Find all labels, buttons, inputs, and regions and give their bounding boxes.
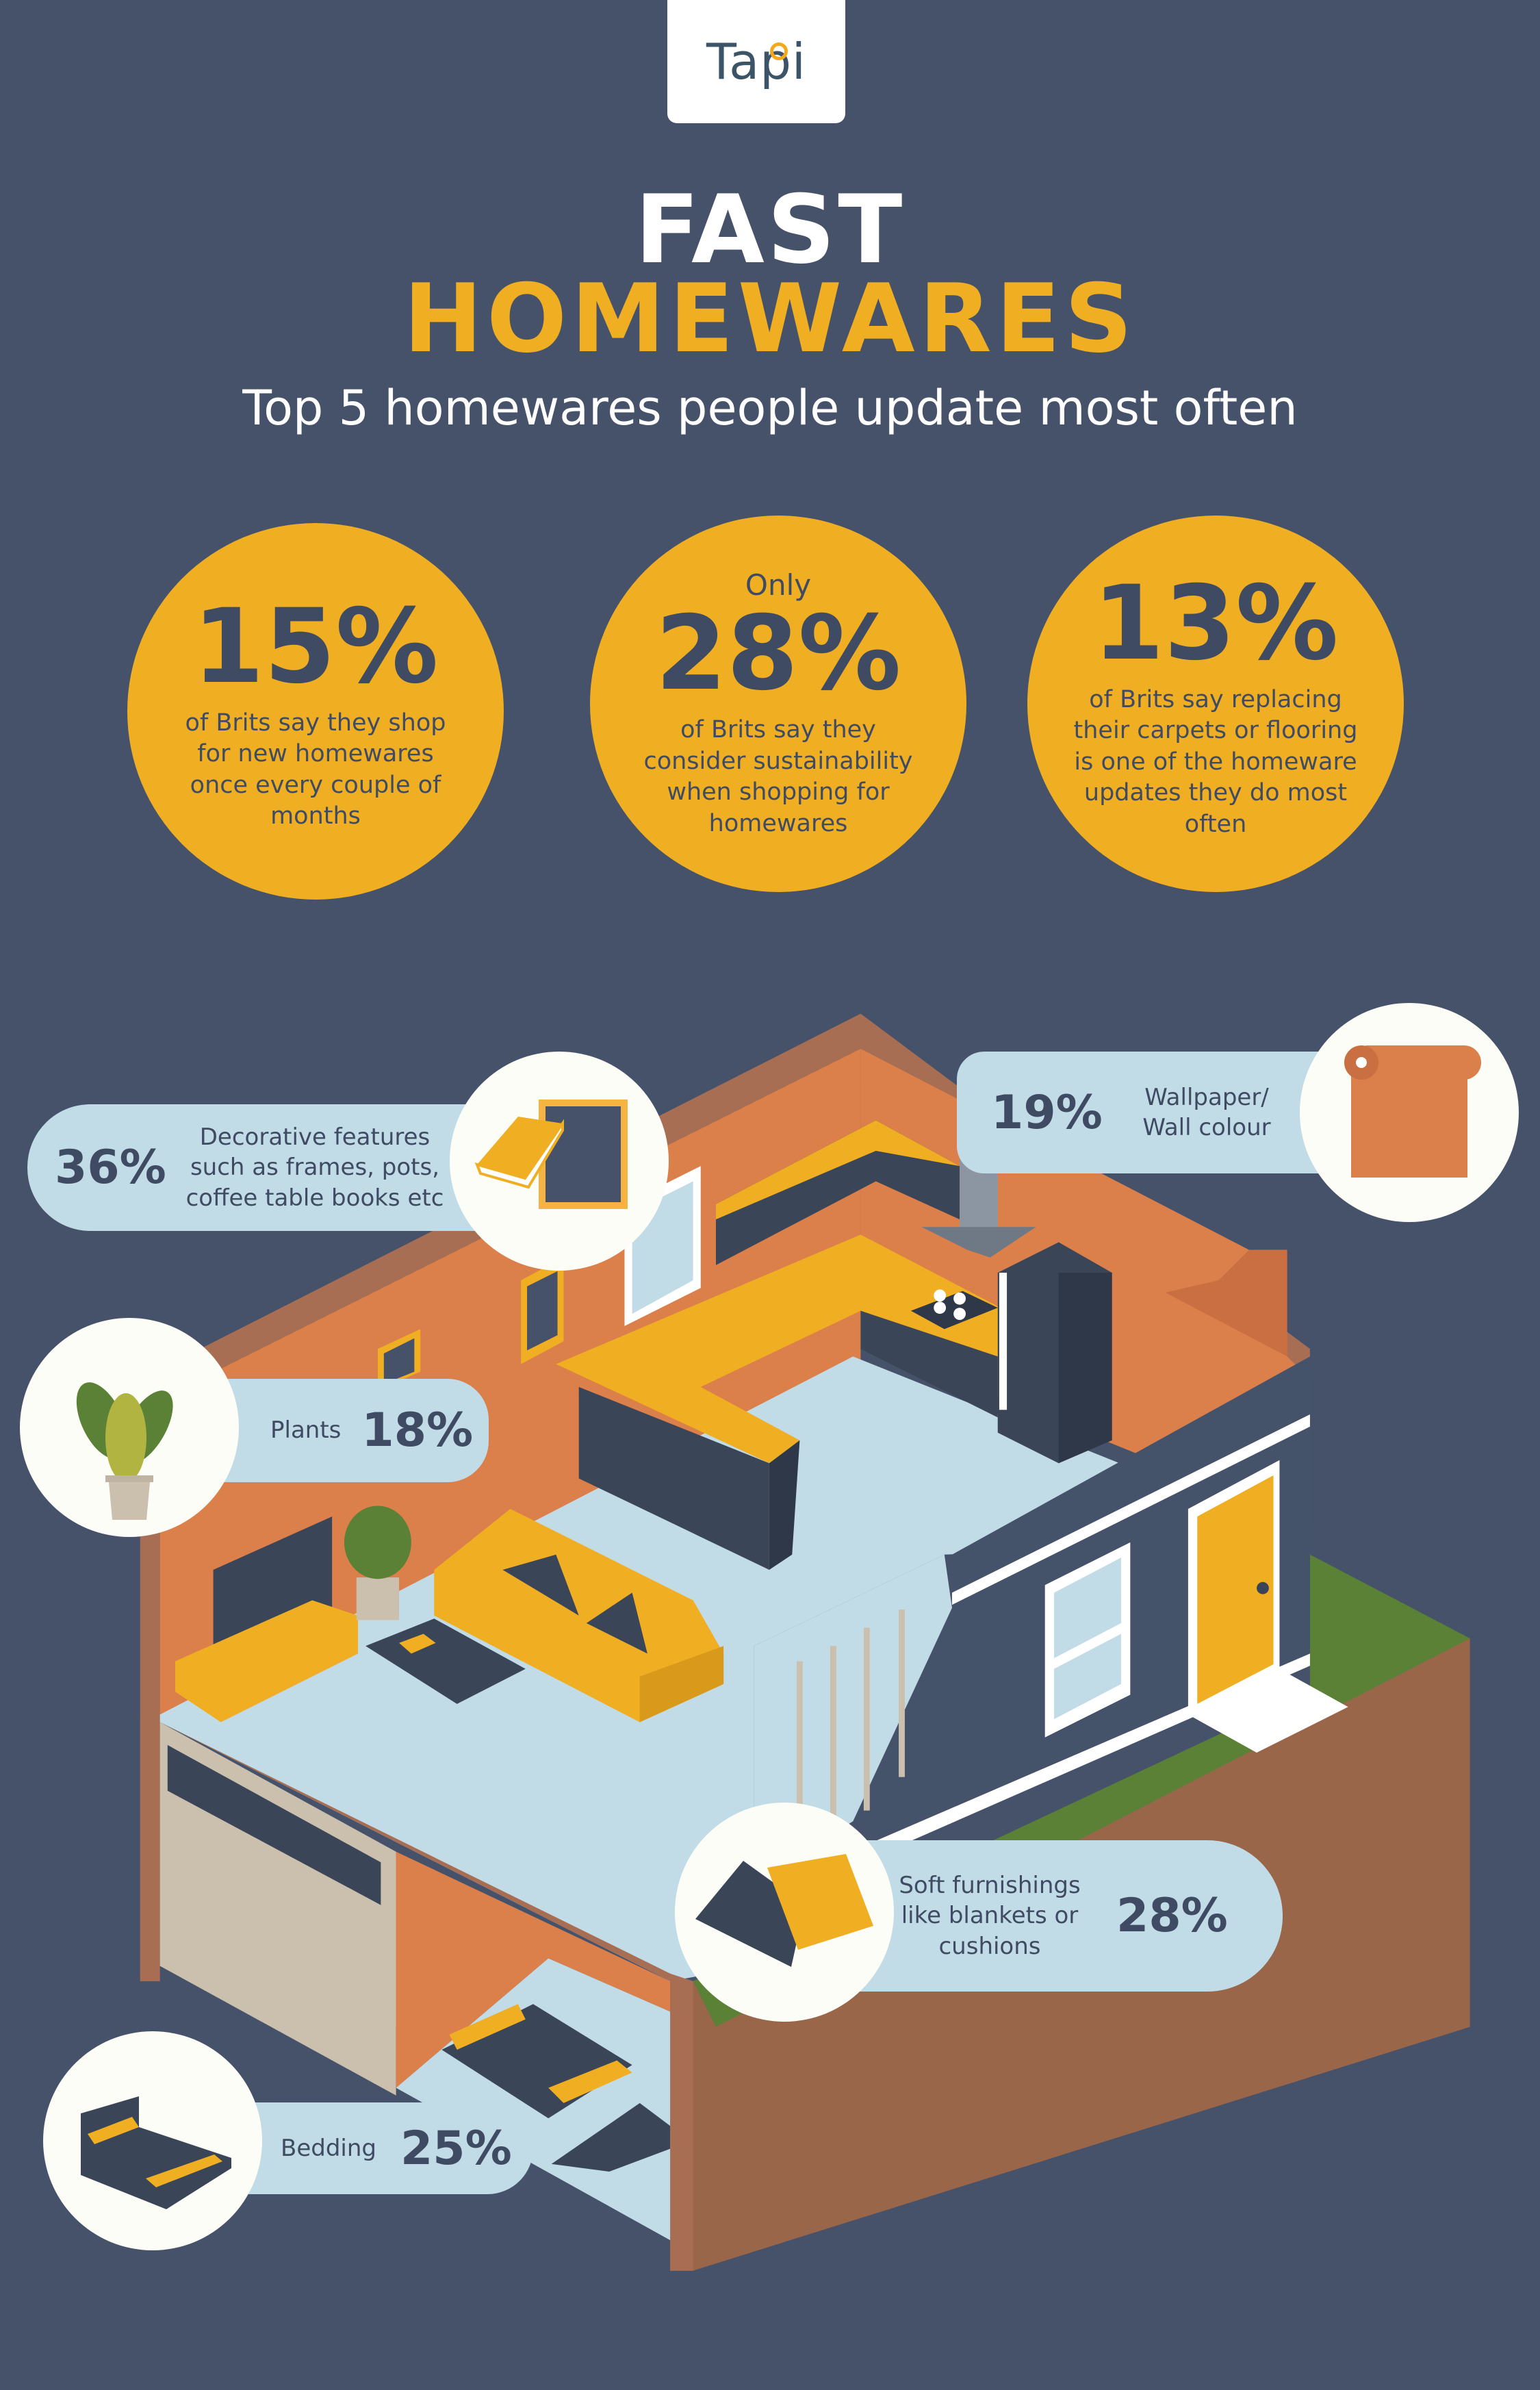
stat-text: of Brits say they shop for new homewares…	[185, 709, 446, 830]
bed-icon	[43, 2031, 262, 2250]
wallpaper-roll-icon	[1300, 1003, 1519, 1222]
stat-text: of Brits say replacing their carpets or …	[1073, 685, 1358, 838]
callout-value: 36%	[55, 1141, 166, 1195]
title-line-2: HOMEWARES	[403, 264, 1137, 374]
callout-value: 25%	[400, 2121, 512, 2176]
stat-value: 28%	[655, 594, 901, 713]
sofa	[434, 1508, 724, 1722]
callout-value: 19%	[991, 1085, 1103, 1140]
callout-soft-furnishings: Soft furnishings like blankets or cushio…	[853, 1840, 1283, 1992]
tv-unit	[175, 1600, 358, 1722]
stat-circle-2: Only 28% of Brits say they consider sust…	[590, 516, 966, 892]
potted-plant-icon	[20, 1318, 239, 1537]
callout-value: 28%	[1116, 1889, 1228, 1943]
callout-value: 18%	[361, 1403, 474, 1458]
stat-value: 13%	[1092, 563, 1339, 683]
cushion-blanket-icon	[675, 1803, 894, 2022]
stat-circle-1: 15% of Brits say they shop for new homew…	[127, 523, 504, 900]
tapi-logo: Tapi	[667, 0, 845, 123]
upper-floor	[159, 1356, 1310, 1981]
logo-text: Tapi	[706, 33, 806, 90]
stat-value: 15%	[192, 587, 439, 707]
title-line-1: FAST	[634, 175, 906, 285]
roof-edge	[140, 1013, 1310, 1981]
callout-label: Bedding	[281, 2134, 376, 2162]
swirl-icon	[770, 42, 788, 60]
stat-prefix: Only	[745, 568, 812, 602]
stat-circle-3: 13% of Brits say replacing their carpets…	[1027, 516, 1404, 892]
callout-label: Plants	[270, 1416, 342, 1445]
tv	[213, 1516, 333, 1662]
stat-text: of Brits say they consider sustainabilit…	[643, 716, 913, 837]
rug	[551, 2102, 671, 2172]
callout-label: Soft furnishings like blankets or cushio…	[899, 1872, 1081, 1960]
kitchen-counter	[556, 1234, 1036, 1464]
coffee-table	[365, 1618, 526, 1704]
book-frame-icon	[450, 1052, 669, 1271]
subtitle: Top 5 homewares people update most often	[242, 380, 1298, 436]
callout-label: Wallpaper/ Wall colour	[1142, 1083, 1271, 1141]
callout-plants: Plants 18%	[205, 1379, 489, 1482]
callout-label: Decorative features such as frames, pots…	[185, 1123, 444, 1212]
